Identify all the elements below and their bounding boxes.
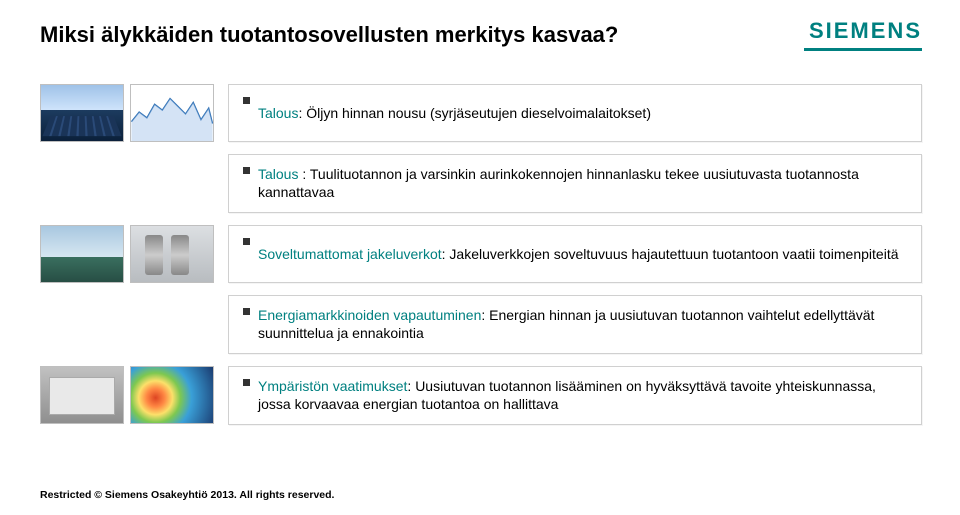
item-body-1: Talous: Öljyn hinnan nousu (syrjäseutuje… xyxy=(258,104,651,122)
lead-1: Talous xyxy=(258,105,298,121)
body-2: Tuulituotannon ja varsinkin aurinkokenno… xyxy=(258,166,859,200)
row-economy-2: Talous : Tuulituotannon ja varsinkin aur… xyxy=(40,154,922,213)
item-body-3: Soveltumattomat jakeluverkot: Jakeluverk… xyxy=(258,245,899,263)
sep-2: : xyxy=(302,166,310,182)
row-market: Energiamarkkinoiden vapautuminen: Energi… xyxy=(40,295,922,354)
heatmap-image xyxy=(130,366,214,424)
area-chart-icon xyxy=(131,85,213,141)
bullet-icon xyxy=(243,308,250,315)
card-environment: Ympäristön vaatimukset: Uusiutuvan tuota… xyxy=(228,366,922,425)
logo-underline xyxy=(804,48,922,51)
bullet-icon xyxy=(243,97,250,104)
bullet-icon xyxy=(243,238,250,245)
lead-4: Energiamarkkinoiden vapautuminen xyxy=(258,307,481,323)
bullet-icon xyxy=(243,379,250,386)
lead-3: Soveltumattomat jakeluverkot xyxy=(258,246,442,262)
row1-images xyxy=(40,84,214,142)
solar-panels-image xyxy=(40,84,124,142)
row-grids: Soveltumattomat jakeluverkot: Jakeluverk… xyxy=(40,225,922,283)
slide: Miksi älykkäiden tuotantosovellusten mer… xyxy=(0,0,960,515)
item-body-2: Talous : Tuulituotannon ja varsinkin aur… xyxy=(258,165,907,202)
content-area: Talous: Öljyn hinnan nousu (syrjäseutuje… xyxy=(40,84,922,437)
row-environment: Ympäristön vaatimukset: Uusiutuvan tuota… xyxy=(40,366,922,425)
island-image xyxy=(40,225,124,283)
machine-image xyxy=(40,366,124,424)
body-3: Jakeluverkkojen soveltuvuus hajautettuun… xyxy=(449,246,898,262)
sep-4: : xyxy=(481,307,489,323)
card-market: Energiamarkkinoiden vapautuminen: Energi… xyxy=(228,295,922,354)
item-body-5: Ympäristön vaatimukset: Uusiutuvan tuota… xyxy=(258,377,907,414)
footer-text: Restricted © Siemens Osakeyhtiö 2013. Al… xyxy=(40,489,334,501)
lead-2: Talous xyxy=(258,166,302,182)
price-chart-image xyxy=(130,84,214,142)
row2-spacer xyxy=(40,154,214,213)
row3-images xyxy=(40,225,214,283)
siemens-logo: SIEMENS xyxy=(809,18,922,44)
body-1: Öljyn hinnan nousu (syrjäseutujen diesel… xyxy=(306,105,651,121)
row-economy-1: Talous: Öljyn hinnan nousu (syrjäseutuje… xyxy=(40,84,922,142)
row5-images xyxy=(40,366,214,425)
card-grids: Soveltumattomat jakeluverkot: Jakeluverk… xyxy=(228,225,922,283)
row4-spacer xyxy=(40,295,214,354)
lead-5: Ympäristön vaatimukset xyxy=(258,378,407,394)
card-economy-2: Talous : Tuulituotannon ja varsinkin aur… xyxy=(228,154,922,213)
page-title: Miksi älykkäiden tuotantosovellusten mer… xyxy=(40,22,618,48)
turbines-image xyxy=(130,225,214,283)
item-body-4: Energiamarkkinoiden vapautuminen: Energi… xyxy=(258,306,907,343)
card-economy-1: Talous: Öljyn hinnan nousu (syrjäseutuje… xyxy=(228,84,922,142)
bullet-icon xyxy=(243,167,250,174)
